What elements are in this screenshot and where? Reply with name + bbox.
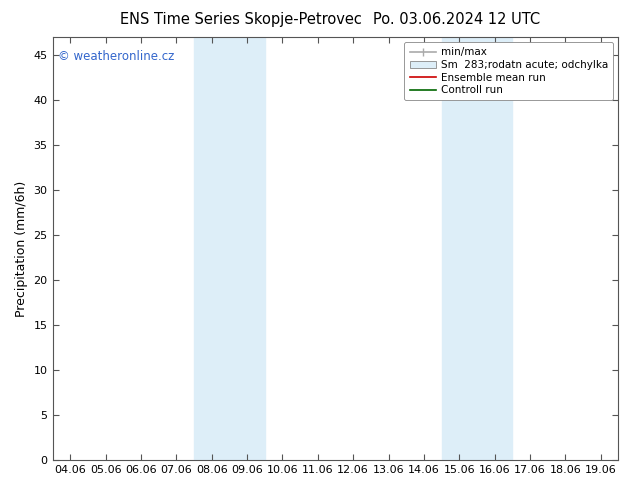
- Text: Po. 03.06.2024 12 UTC: Po. 03.06.2024 12 UTC: [373, 12, 540, 27]
- Y-axis label: Precipitation (mm/6h): Precipitation (mm/6h): [15, 180, 28, 317]
- Bar: [194, 37, 265, 460]
- Text: ENS Time Series Skopje-Petrovec: ENS Time Series Skopje-Petrovec: [120, 12, 362, 27]
- Bar: [442, 37, 512, 460]
- Legend: min/max, Sm  283;rodatn acute; odchylka, Ensemble mean run, Controll run: min/max, Sm 283;rodatn acute; odchylka, …: [404, 42, 613, 100]
- Text: © weatheronline.cz: © weatheronline.cz: [58, 50, 174, 63]
